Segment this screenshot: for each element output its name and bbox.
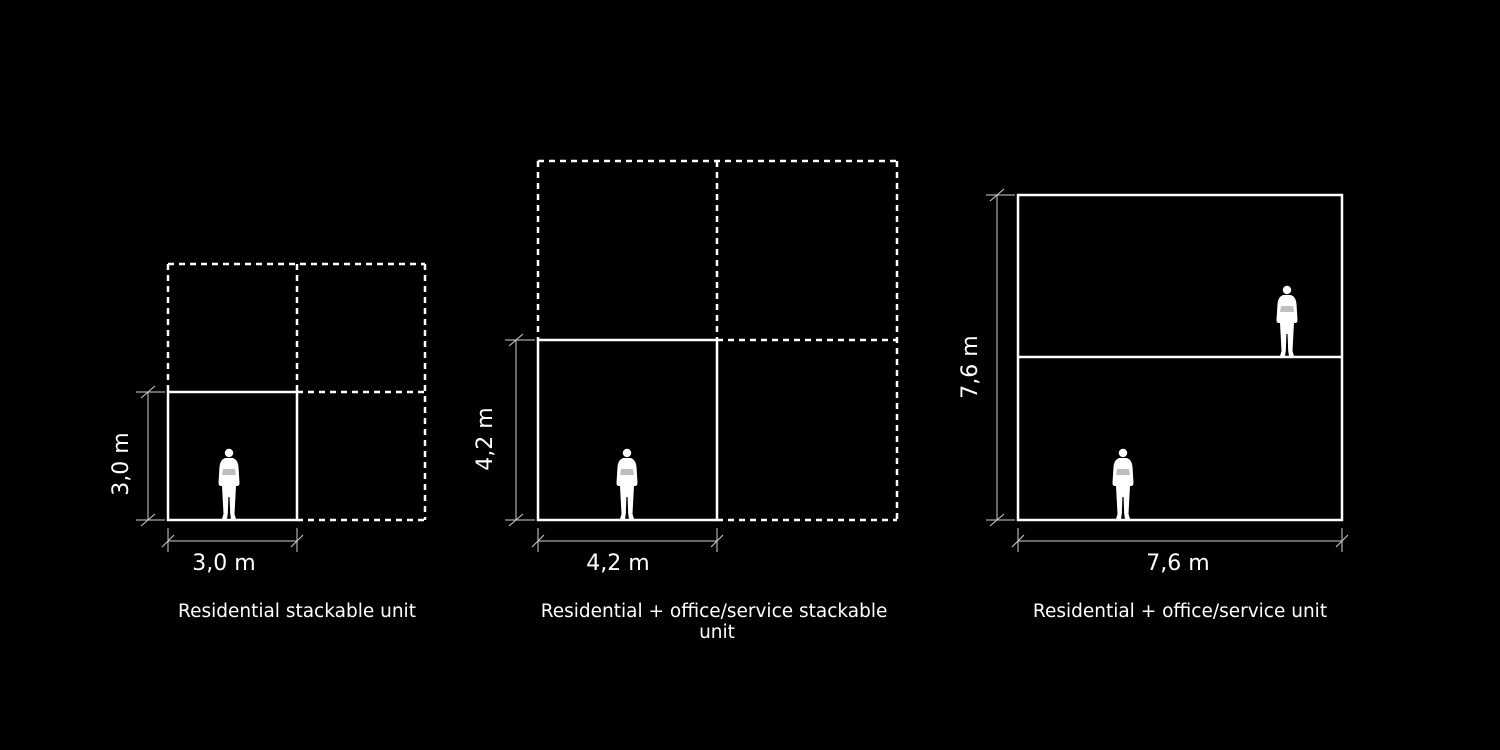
unit-residential-office: 7,6 m 7,6 m Residential + office/service… [958,188,1349,622]
person-figure-icon [218,448,240,519]
height-dimension-label: 7,6 m [958,335,983,398]
unit-module-solid [166,390,299,522]
height-dimension: 4,2 m [473,333,535,527]
height-dimension: 3,0 m [109,385,165,527]
stacking-outline-dashed [166,262,427,522]
height-dimension-label: 3,0 m [109,432,134,495]
caption-line: Residential + office/service stackable [541,601,888,622]
unit-caption: Residential + office/service unit [1033,601,1327,622]
person-figure-icon [1112,448,1134,519]
person-figure-icon [616,448,638,519]
height-dimension: 7,6 m [958,188,1015,527]
width-dimension: 4,2 m [531,528,724,576]
unit-caption: Residential + office/service stackable u… [541,601,894,643]
width-dimension-label: 7,6 m [1146,551,1209,576]
unit-caption: Residential stackable unit [178,601,416,622]
width-dimension-label: 4,2 m [586,551,649,576]
caption-line: Residential + office/service unit [1033,601,1327,622]
width-dimension-label: 3,0 m [192,551,255,576]
height-dimension-label: 4,2 m [473,407,498,470]
width-dimension: 3,0 m [161,528,304,576]
caption-line: Residential stackable unit [178,601,416,622]
width-dimension: 7,6 m [1011,528,1349,576]
stacking-outline-dashed [536,159,899,522]
caption-line: unit [699,622,735,643]
person-figure-icon [1276,285,1298,356]
unit-module-solid [536,338,719,522]
unit-residential-stackable: 3,0 m 3,0 m Residential stackable unit [109,262,427,622]
unit-residential-office-stackable: 4,2 m 4,2 m Residential + office/service… [473,159,899,643]
